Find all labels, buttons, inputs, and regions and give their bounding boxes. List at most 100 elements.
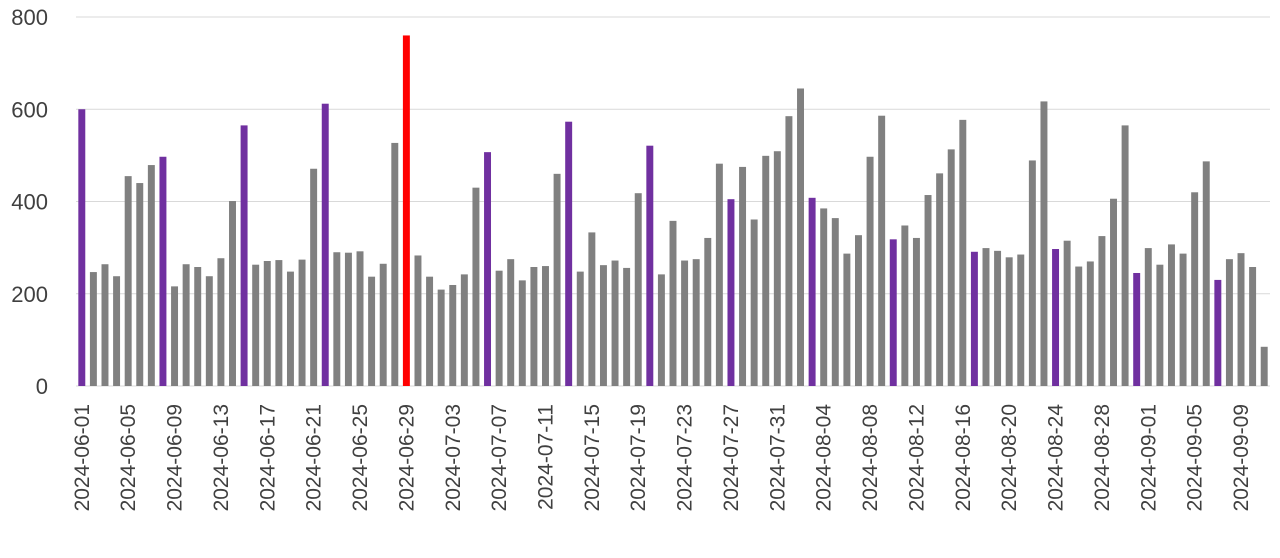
x-tick-label: 2024-09-09	[1230, 404, 1253, 511]
bar-2024-08-19	[994, 250, 1002, 386]
bar-2024-08-29	[1110, 198, 1117, 386]
bar-2024-06-11	[194, 267, 202, 386]
bar-2024-07-22	[669, 220, 677, 386]
x-axis: 2024-06-01 2024-06-05 2024-06-09 2024-06-13…	[71, 404, 1253, 512]
x-tick-label: 2024-06-09	[164, 404, 187, 511]
bar-2024-07-27	[727, 199, 735, 386]
bar-2024-07-28	[739, 166, 747, 386]
bar-2024-08-15	[947, 149, 955, 386]
y-tick-label: 400	[11, 190, 48, 215]
bar-2024-09-11	[1260, 346, 1268, 386]
x-tick-label: 2024-07-11	[534, 404, 557, 510]
bar-2024-08-04	[820, 208, 828, 386]
bar-2024-07-02	[437, 289, 445, 386]
bar-2024-07-18	[623, 267, 631, 386]
bar-2024-06-08	[159, 156, 167, 386]
bar-2024-06-29	[402, 35, 410, 386]
x-tick-label: 2024-07-23	[674, 404, 697, 511]
bar-2024-06-28	[391, 142, 399, 386]
bar-2024-08-13	[924, 195, 932, 386]
bar-2024-07-14	[576, 271, 584, 386]
x-tick-label: 2024-09-05	[1184, 404, 1207, 511]
bar-2024-06-05	[124, 176, 132, 386]
x-tick-label: 2024-08-04	[813, 404, 836, 512]
bar-2024-08-23	[1040, 101, 1048, 386]
x-tick-label: 2024-07-27	[720, 404, 743, 511]
bar-2024-08-27	[1086, 261, 1094, 386]
x-tick-label: 2024-07-31	[766, 404, 789, 511]
x-tick-label: 2024-08-08	[859, 404, 882, 511]
bar-2024-07-06	[484, 152, 492, 386]
bar-2024-07-21	[657, 274, 665, 386]
bars	[78, 35, 1268, 387]
x-tick-label: 2024-08-20	[998, 404, 1021, 511]
x-tick-label: 2024-09-01	[1137, 404, 1160, 511]
bar-2024-06-03	[101, 264, 109, 386]
bar-2024-06-19	[286, 271, 294, 386]
bar-2024-08-02	[797, 88, 804, 387]
x-tick-label: 2024-06-25	[349, 404, 372, 511]
bar-2024-08-30	[1121, 125, 1129, 386]
bar-2024-08-14	[936, 173, 944, 386]
bar-2024-06-24	[344, 252, 352, 386]
bar-2024-08-20	[1005, 257, 1013, 386]
bar-2024-07-20	[646, 145, 654, 386]
bar-2024-07-17	[611, 260, 619, 386]
bar-2024-07-24	[692, 259, 700, 386]
x-tick-label: 2024-08-28	[1091, 404, 1114, 511]
bar-2024-09-06	[1202, 161, 1210, 386]
bar-2024-06-01	[78, 109, 86, 386]
bar-2024-06-20	[298, 259, 306, 386]
bar-2024-08-21	[1017, 254, 1025, 386]
bar-2024-08-25	[1063, 240, 1071, 386]
bar-2024-07-23	[681, 260, 689, 386]
bar-2024-07-08	[507, 259, 515, 386]
bar-2024-07-12	[553, 173, 561, 386]
bar-2024-07-13	[565, 121, 573, 386]
x-tick-label: 2024-07-07	[488, 404, 511, 511]
bar-2024-06-18	[275, 260, 283, 386]
bar-2024-06-02	[89, 272, 97, 386]
bar-2024-07-31	[773, 151, 781, 386]
bar-2024-08-26	[1075, 266, 1083, 386]
bar-2024-06-23	[333, 252, 341, 386]
bar-2024-08-28	[1098, 236, 1106, 386]
bar-2024-07-09	[518, 280, 526, 386]
bar-2024-08-08	[866, 156, 874, 386]
bar-2024-06-12	[205, 276, 213, 386]
y-tick-label: 600	[11, 97, 48, 122]
bar-2024-06-30	[414, 255, 422, 386]
bar-2024-06-25	[356, 251, 364, 386]
bar-2024-06-14	[229, 201, 236, 386]
bar-2024-07-01	[426, 276, 434, 386]
bar-2024-09-05	[1191, 192, 1199, 386]
x-tick-label: 2024-06-17	[256, 404, 279, 511]
bar-2024-07-15	[588, 232, 596, 386]
bar-2024-06-15	[240, 125, 248, 386]
bar-2024-06-26	[368, 276, 376, 386]
bar-2024-08-11	[901, 225, 909, 386]
bar-2024-06-04	[113, 276, 121, 386]
bar-2024-08-06	[843, 253, 851, 386]
bar-2024-07-16	[599, 265, 607, 386]
bar-2024-08-03	[808, 197, 816, 386]
bar-2024-09-09	[1237, 253, 1245, 386]
bar-2024-06-17	[263, 261, 271, 386]
bar-2024-07-29	[750, 219, 758, 386]
bar-2024-06-10	[182, 264, 190, 386]
bar-2024-07-05	[472, 187, 480, 386]
x-tick-label: 2024-06-29	[395, 404, 418, 511]
bar-2024-07-19	[634, 193, 642, 386]
bar-2024-08-09	[878, 115, 886, 387]
bar-2024-09-10	[1249, 267, 1257, 386]
x-tick-label: 2024-08-24	[1045, 404, 1068, 512]
bar-2024-08-12	[912, 237, 920, 386]
bar-2024-09-07	[1214, 279, 1222, 386]
x-tick-label: 2024-06-21	[303, 404, 326, 511]
bar-2024-07-11	[542, 266, 549, 386]
y-tick-label: 0	[36, 374, 48, 399]
bar-2024-08-24	[1052, 249, 1060, 386]
bar-2024-08-16	[959, 119, 967, 387]
